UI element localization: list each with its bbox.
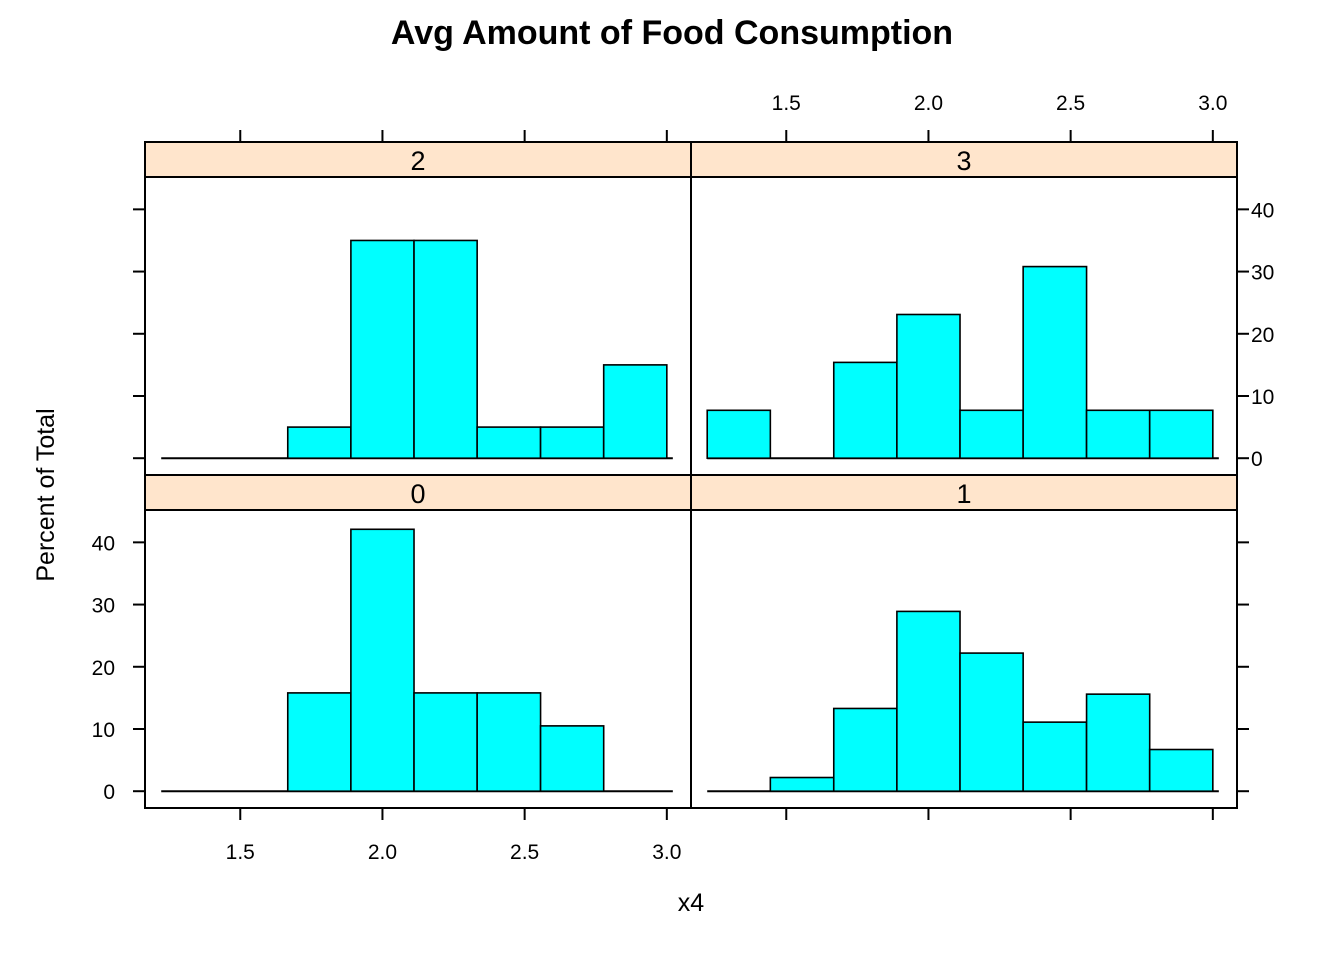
histogram-bar [413, 239, 478, 460]
panel-3: 3 [690, 141, 1238, 476]
x-tick-label: 2.5 [510, 841, 539, 864]
histogram-bar [286, 426, 352, 460]
histogram-bar [959, 409, 1024, 460]
panel-2: 2 [144, 141, 692, 476]
panel-strip-label: 2 [410, 146, 425, 176]
x-axis-label: x4 [678, 889, 705, 917]
x-axis: 1.5 1.5 2.0 2.0 2.5 2.5 3.0 3.0 [226, 92, 1228, 864]
x-tick-label: 3.0 [652, 841, 681, 864]
y-tick-label: 20 [1251, 324, 1274, 347]
histogram-bar [1148, 748, 1214, 793]
panel-strip-label: 0 [410, 479, 425, 509]
x-tick-label: 1.5 [226, 841, 255, 864]
y-tick-label: 10 [1251, 386, 1274, 409]
histogram-bar [476, 426, 542, 460]
histogram-bar [896, 313, 961, 460]
y-tick-label: 30 [1251, 262, 1274, 285]
histogram-bar [539, 426, 605, 460]
histogram-bar [832, 361, 898, 460]
histogram-bar [1148, 409, 1214, 460]
panel-grid: 0 1 2 3 1.5 1.5 2.0 2.0 2.5 2.5 3.0 3.0 0 0 10 10 20 20 30… [92, 92, 1275, 864]
x-tick-label: 1.5 [772, 92, 801, 115]
chart-title: Avg Amount of Food Consumption [391, 14, 953, 52]
y-tick-label: 0 [1251, 448, 1263, 471]
x-tick-label: 2.5 [1056, 92, 1085, 115]
histogram-bar [1022, 721, 1088, 793]
histogram-bar [539, 725, 605, 793]
histogram-bar [1022, 265, 1088, 460]
x-tick-label: 3.0 [1198, 92, 1227, 115]
histogram-bar [1085, 693, 1151, 793]
histogram-bar [602, 364, 668, 460]
y-tick-label: 40 [92, 532, 115, 555]
y-axis-label: Percent of Total [32, 408, 60, 581]
y-tick-label: 20 [92, 657, 115, 680]
panel-0: 0 [144, 474, 692, 809]
y-tick-label: 40 [1251, 199, 1274, 222]
histogram-bar [350, 239, 415, 460]
panel-strip-label: 1 [956, 479, 971, 509]
y-tick-label: 0 [103, 781, 115, 804]
histogram-bar [1085, 409, 1151, 460]
histogram-bar [413, 692, 478, 793]
x-tick-label: 2.0 [368, 841, 397, 864]
panel-frame [690, 141, 1238, 476]
y-tick-label: 30 [92, 595, 115, 618]
panel-strip-label: 3 [956, 146, 971, 176]
histogram-bar [706, 409, 772, 460]
y-tick-label: 10 [92, 719, 115, 742]
histogram-bar [286, 692, 352, 793]
histogram-bar [959, 652, 1024, 793]
histogram-bar [769, 776, 835, 793]
x-tick-label: 2.0 [914, 92, 943, 115]
histogram-bar [476, 692, 542, 793]
histogram-bar [832, 707, 898, 793]
histogram-bar [896, 610, 961, 793]
histogram-bar [350, 528, 415, 793]
panel-1: 1 [690, 474, 1238, 809]
